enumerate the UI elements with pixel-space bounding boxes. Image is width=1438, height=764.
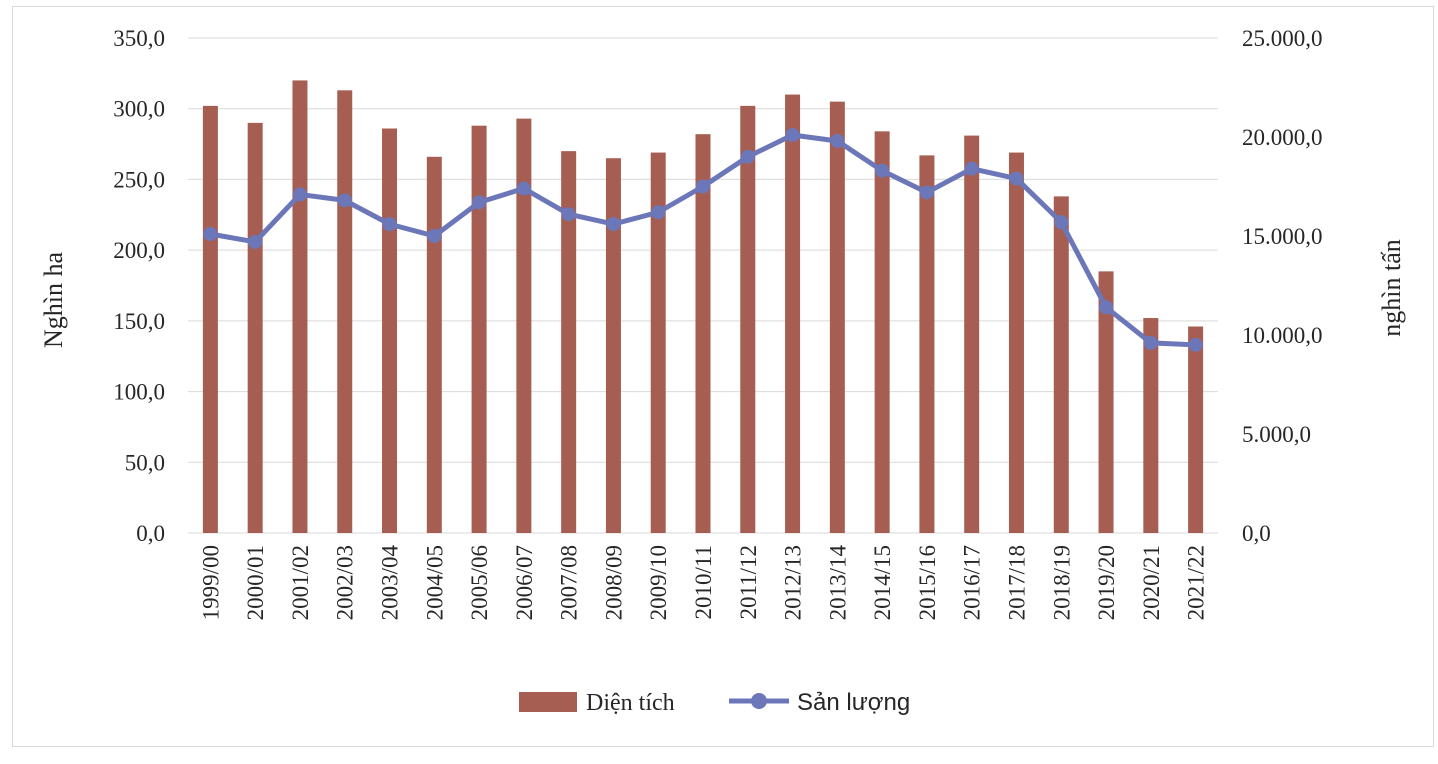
data-point xyxy=(651,205,666,220)
bar xyxy=(561,151,577,533)
left-tick-label: 100,0 xyxy=(113,380,165,405)
x-tick-label: 2013/14 xyxy=(825,545,850,621)
x-tick-label: 2017/18 xyxy=(1004,545,1029,620)
bar xyxy=(1188,326,1204,533)
bar xyxy=(605,158,621,533)
x-tick-label: 1999/00 xyxy=(198,545,223,620)
x-tick-label: 2010/11 xyxy=(691,545,716,620)
data-point xyxy=(472,195,487,210)
bar xyxy=(1053,196,1069,533)
data-point xyxy=(696,179,710,194)
data-point xyxy=(382,217,397,232)
bar xyxy=(202,105,218,533)
data-point xyxy=(1009,171,1024,186)
x-tick-label: 2003/04 xyxy=(378,545,403,621)
bar xyxy=(1143,318,1159,533)
data-point xyxy=(875,163,890,178)
bar xyxy=(919,155,935,533)
bar-series xyxy=(202,80,1204,534)
left-tick-label: 150,0 xyxy=(113,309,165,334)
x-tick-label: 2021/22 xyxy=(1184,545,1209,620)
bar xyxy=(874,131,890,534)
right-tick-label: 20.000,0 xyxy=(1242,125,1323,150)
bar xyxy=(1098,271,1114,533)
bar xyxy=(337,90,353,533)
data-point xyxy=(1188,337,1203,352)
data-point xyxy=(740,149,755,164)
right-axis-ticks: 0,0 5.000,0 10.000,0 15.000,0 20.000,0 25.000… xyxy=(1242,26,1323,546)
data-point xyxy=(606,217,621,232)
bar xyxy=(650,152,666,534)
x-tick-label: 2019/20 xyxy=(1094,545,1119,620)
bar xyxy=(292,80,308,533)
data-point xyxy=(516,181,531,196)
right-tick-label: 10.000,0 xyxy=(1242,323,1323,348)
data-point xyxy=(248,234,263,249)
x-tick-label: 2000/01 xyxy=(243,545,268,620)
legend-label-line: Sản lượng xyxy=(797,689,910,716)
x-tick-label: 2020/21 xyxy=(1139,545,1164,620)
right-tick-label: 0,0 xyxy=(1242,521,1271,546)
left-tick-label: 250,0 xyxy=(113,167,165,192)
x-tick-label: 2005/06 xyxy=(467,545,492,620)
chart-frame xyxy=(12,6,1434,747)
x-tick-label: 2007/08 xyxy=(557,545,582,620)
x-tick-label: 2006/07 xyxy=(512,545,537,620)
right-tick-label: 25.000,0 xyxy=(1242,26,1323,51)
data-point xyxy=(203,227,218,242)
x-tick-label: 2008/09 xyxy=(601,545,626,620)
data-point xyxy=(1054,215,1069,230)
data-point xyxy=(1099,300,1114,315)
bar xyxy=(382,128,398,533)
data-point xyxy=(785,128,800,143)
right-tick-label: 15.000,0 xyxy=(1242,224,1323,249)
data-point xyxy=(427,229,442,243)
x-tick-label: 2015/16 xyxy=(915,545,940,620)
data-point xyxy=(830,133,845,148)
x-tick-label: 2004/05 xyxy=(422,545,447,620)
legend: Diện tích Sản lượng xyxy=(519,689,910,716)
bar xyxy=(1008,152,1024,534)
data-point xyxy=(919,185,934,200)
x-tick-label: 2009/10 xyxy=(646,545,671,620)
legend-swatch-marker xyxy=(751,693,767,709)
left-tick-label: 0,0 xyxy=(136,521,165,546)
bar xyxy=(740,105,756,533)
x-tick-label: 2002/03 xyxy=(333,545,358,620)
left-tick-label: 300,0 xyxy=(113,97,165,122)
x-tick-label: 2012/13 xyxy=(781,545,806,620)
right-tick-label: 5.000,0 xyxy=(1242,422,1311,447)
left-axis-title: Nghìn ha xyxy=(39,252,68,349)
legend-label-bar: Diện tích xyxy=(586,690,675,716)
x-tick-label: 2016/17 xyxy=(960,545,985,620)
x-tick-label: 2001/02 xyxy=(288,545,313,620)
right-axis-title: nghìn tấn xyxy=(1377,239,1406,337)
bar xyxy=(695,134,711,533)
data-point xyxy=(964,161,979,176)
x-tick-label: 2018/19 xyxy=(1049,545,1074,620)
left-tick-label: 350,0 xyxy=(113,26,165,51)
line-series xyxy=(203,128,1203,352)
left-axis-ticks: 0,0 50,0 100,0 150,0 200,0 250,0 300,0 350,0 xyxy=(113,26,165,546)
bar xyxy=(426,156,442,534)
bar xyxy=(785,94,801,534)
gridlines xyxy=(188,37,1218,534)
data-point xyxy=(337,193,352,208)
x-tick-label: 2011/12 xyxy=(736,545,761,620)
data-point xyxy=(1143,335,1158,350)
x-axis-ticks: 1999/00 2000/01 2001/02 2002/03 2003/04 2004/… xyxy=(198,545,1208,621)
bar xyxy=(471,125,487,533)
bar xyxy=(829,101,845,534)
bar xyxy=(516,118,532,533)
bar xyxy=(247,122,263,533)
x-tick-label: 2014/15 xyxy=(870,545,895,620)
left-tick-label: 200,0 xyxy=(113,238,165,263)
bar xyxy=(964,135,980,534)
data-point xyxy=(292,187,307,202)
legend-swatch-bar xyxy=(519,692,577,712)
data-point xyxy=(561,207,576,222)
left-tick-label: 50,0 xyxy=(125,450,165,475)
